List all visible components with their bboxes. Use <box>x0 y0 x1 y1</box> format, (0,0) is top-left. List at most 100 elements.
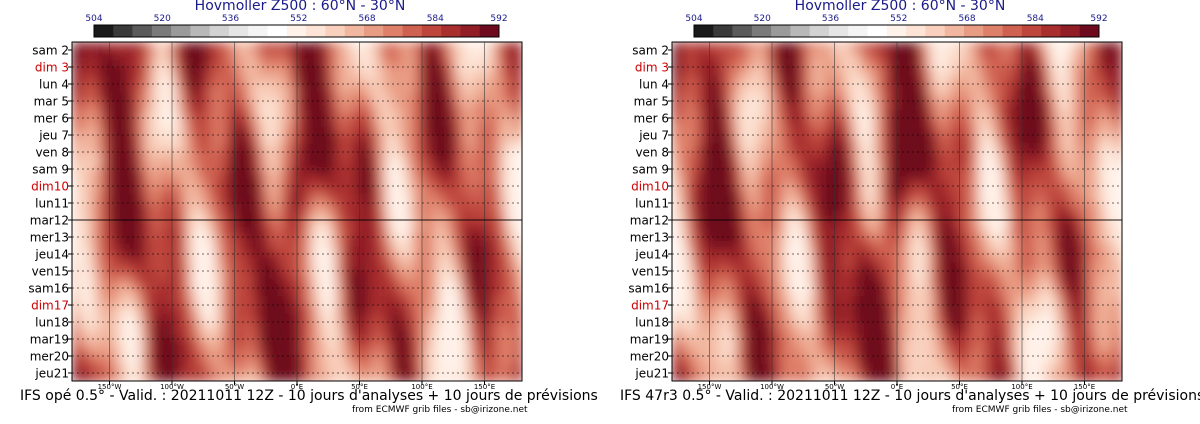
field-cell <box>709 270 718 281</box>
field-cell <box>409 253 418 264</box>
field-cell <box>147 262 156 272</box>
field-cell <box>897 211 906 221</box>
field-cell <box>822 245 831 255</box>
field-cell <box>769 101 778 111</box>
field-cell <box>267 186 276 196</box>
field-cell <box>319 169 328 179</box>
field-cell <box>739 169 748 179</box>
field-cell <box>409 313 418 323</box>
field-cell <box>702 101 711 111</box>
field-cell <box>439 304 448 315</box>
field-cell <box>732 355 741 366</box>
field-cell <box>327 177 336 188</box>
field-cell <box>1039 211 1048 221</box>
field-cell <box>364 304 373 315</box>
field-cell <box>282 58 291 69</box>
field-cell <box>72 177 81 188</box>
field-cell <box>814 253 823 264</box>
field-cell <box>1069 75 1078 86</box>
field-cell <box>259 219 268 230</box>
field-cell <box>327 143 336 154</box>
field-cell <box>1002 330 1011 340</box>
field-cell <box>87 135 96 145</box>
field-cell <box>724 304 733 315</box>
field-cell <box>462 372 471 381</box>
field-cell <box>919 253 928 264</box>
field-cell <box>87 75 96 86</box>
field-cell <box>769 219 778 230</box>
field-cell <box>762 109 771 120</box>
field-cell <box>267 236 276 247</box>
field-cell <box>282 160 291 171</box>
field-cell <box>1114 270 1122 281</box>
field-cell <box>79 42 88 52</box>
field-cell <box>777 364 786 374</box>
field-cell <box>1062 42 1071 52</box>
field-cell <box>679 152 688 162</box>
field-cell <box>777 50 786 60</box>
field-cell <box>364 169 373 179</box>
field-cell <box>297 270 306 281</box>
field-cell <box>132 330 141 340</box>
field-cell <box>1017 194 1026 205</box>
field-cell <box>837 58 846 69</box>
field-cell <box>259 253 268 264</box>
field-cell <box>514 92 522 103</box>
field-cell <box>499 152 508 162</box>
field-cell <box>747 279 756 289</box>
field-cell <box>964 236 973 247</box>
field-cell <box>1054 321 1063 332</box>
field-cell <box>132 347 141 357</box>
field-cell <box>852 42 861 52</box>
field-cell <box>192 67 201 77</box>
field-cell <box>739 152 748 162</box>
field-cell <box>229 228 238 238</box>
field-cell <box>964 109 973 120</box>
field-cell <box>267 211 276 221</box>
field-cell <box>859 152 868 162</box>
field-cell <box>304 42 313 52</box>
field-cell <box>349 279 358 289</box>
field-cell <box>154 228 163 238</box>
field-cell <box>297 203 306 213</box>
field-cell <box>394 169 403 179</box>
field-cell <box>417 92 426 103</box>
field-cell <box>394 321 403 332</box>
field-cell <box>394 126 403 137</box>
field-cell <box>942 262 951 272</box>
field-cell <box>957 304 966 315</box>
field-cell <box>507 177 516 188</box>
field-cell <box>432 169 441 179</box>
field-cell <box>1054 126 1063 137</box>
field-cell <box>379 219 388 230</box>
field-cell <box>852 177 861 188</box>
field-cell <box>1114 194 1122 205</box>
field-cell <box>762 270 771 281</box>
field-cell <box>822 211 831 221</box>
field-cell <box>214 296 223 306</box>
field-cell <box>739 50 748 60</box>
field-cell <box>694 109 703 120</box>
field-cell <box>507 219 516 230</box>
field-cell <box>919 101 928 111</box>
field-cell <box>1077 143 1086 154</box>
field-cell <box>349 347 358 357</box>
field-cell <box>349 270 358 281</box>
field-cell <box>762 186 771 196</box>
field-cell <box>319 118 328 128</box>
field-cell <box>769 160 778 171</box>
field-cell <box>87 203 96 213</box>
field-cell <box>289 330 298 340</box>
field-cell <box>694 194 703 205</box>
field-cell <box>934 211 943 221</box>
field-cell <box>364 203 373 213</box>
field-cell <box>1099 135 1108 145</box>
field-cell <box>792 186 801 196</box>
field-cell <box>424 279 433 289</box>
field-cell <box>687 42 696 52</box>
field-cell <box>424 347 433 357</box>
field-cell <box>357 50 366 60</box>
field-cell <box>777 118 786 128</box>
colorbar-swatch <box>248 25 268 37</box>
field-cell <box>289 313 298 323</box>
